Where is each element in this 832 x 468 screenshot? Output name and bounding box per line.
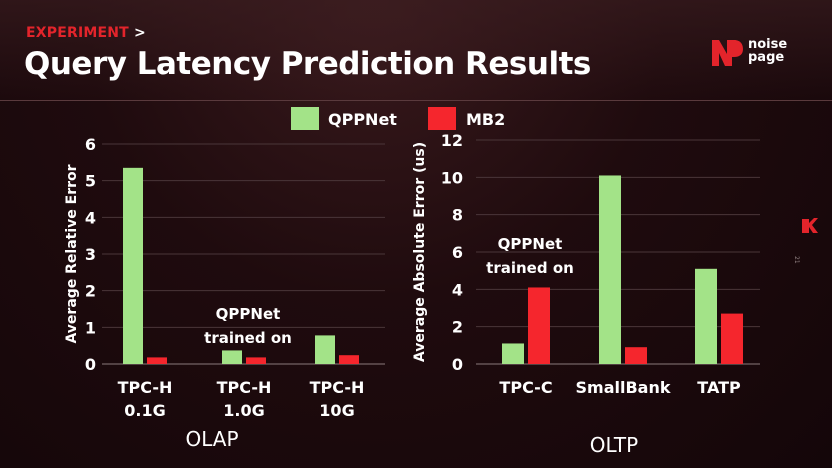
olap-bar-mb2 bbox=[246, 357, 266, 364]
olap-category-label: 0.1G bbox=[124, 401, 165, 420]
oltp-bar-qppnet bbox=[695, 268, 717, 364]
olap-y-tick-label: 3 bbox=[85, 245, 96, 264]
olap-y-tick-label: 4 bbox=[85, 208, 96, 227]
olap-bar-mb2 bbox=[339, 355, 359, 364]
oltp-y-tick-label: 12 bbox=[441, 131, 463, 150]
olap-category-label: 10G bbox=[319, 401, 354, 420]
olap-bar-qppnet bbox=[222, 350, 242, 364]
oltp-y-tick-label: 6 bbox=[452, 243, 463, 262]
side-brand-mark-icon bbox=[802, 218, 818, 233]
oltp-bar-qppnet bbox=[502, 343, 524, 364]
page-title: Query Latency Prediction Results bbox=[24, 46, 591, 82]
oltp-category-label: TATP bbox=[697, 378, 741, 397]
section-label: EXPERIMENT bbox=[26, 25, 129, 41]
oltp-bar-mb2 bbox=[721, 313, 743, 364]
oltp-y-tick-label: 8 bbox=[452, 206, 463, 225]
noisepage-logo-icon bbox=[712, 40, 743, 66]
olap-y-tick-label: 2 bbox=[85, 282, 96, 301]
oltp-category-label: TPC-C bbox=[499, 378, 552, 397]
olap-annotation: trained on bbox=[204, 329, 292, 347]
logo-line1: noise bbox=[748, 37, 788, 52]
oltp-y-tick-label: 4 bbox=[452, 280, 463, 299]
legend-swatch-qppnet bbox=[291, 107, 319, 130]
header-divider bbox=[0, 100, 832, 101]
breadcrumb-separator: > bbox=[134, 25, 146, 41]
legend-swatch-mb2 bbox=[428, 107, 456, 130]
legend-label-qppnet: QPPNet bbox=[328, 110, 397, 129]
oltp-annotation: QPPNet bbox=[498, 235, 563, 253]
oltp-y-tick-label: 0 bbox=[452, 355, 463, 374]
oltp-category-label: SmallBank bbox=[576, 378, 671, 397]
legend: QPPNet MB2 bbox=[291, 107, 505, 130]
oltp-bar-mb2 bbox=[625, 347, 647, 364]
olap-y-tick-label: 0 bbox=[85, 355, 96, 374]
header-background bbox=[0, 0, 832, 100]
olap-bar-qppnet bbox=[315, 335, 335, 364]
oltp-y-axis-label: Average Absolute Error (us) bbox=[412, 142, 428, 362]
logo-wordmark: noise page bbox=[748, 38, 787, 64]
olap-y-tick-label: 5 bbox=[85, 172, 96, 191]
noisepage-logo: noise page bbox=[710, 38, 820, 72]
olap-group-label: OLAP bbox=[185, 427, 238, 451]
oltp-y-tick-label: 10 bbox=[441, 168, 463, 187]
oltp-annotation: trained on bbox=[486, 259, 574, 277]
section-breadcrumb: EXPERIMENT > bbox=[26, 25, 146, 41]
olap-bar-qppnet bbox=[123, 167, 143, 364]
olap-category-label: TPC-H bbox=[118, 378, 173, 397]
oltp-y-tick-label: 2 bbox=[452, 318, 463, 337]
olap-bar-mb2 bbox=[147, 357, 167, 364]
olap-y-tick-label: 1 bbox=[85, 318, 96, 337]
olap-category-label: 1.0G bbox=[223, 401, 264, 420]
oltp-bar-qppnet bbox=[599, 175, 621, 364]
legend-label-mb2: MB2 bbox=[466, 110, 505, 129]
olap-category-label: TPC-H bbox=[310, 378, 365, 397]
olap-y-tick-label: 6 bbox=[85, 135, 96, 154]
olap-annotation: QPPNet bbox=[216, 305, 281, 323]
oltp-group-label: OLTP bbox=[590, 433, 638, 457]
olap-y-axis-label: Average Relative Error bbox=[64, 164, 80, 343]
oltp-bar-mb2 bbox=[528, 287, 550, 364]
olap-category-label: TPC-H bbox=[217, 378, 272, 397]
logo-line2: page bbox=[748, 50, 785, 65]
